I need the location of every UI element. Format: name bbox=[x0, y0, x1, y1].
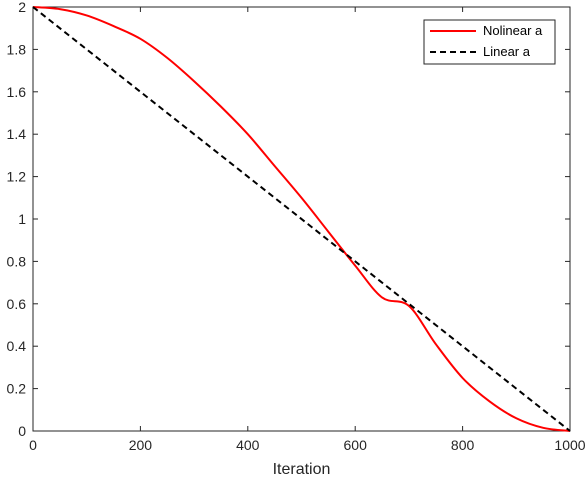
legend-label-linear: Linear a bbox=[483, 44, 531, 59]
y-tick-label: 1.6 bbox=[7, 84, 27, 100]
legend-label-nolinear: Nolinear a bbox=[483, 23, 543, 38]
x-tick-label: 800 bbox=[451, 437, 475, 453]
legend: Nolinear a Linear a bbox=[423, 19, 556, 65]
y-tick-label: 0.4 bbox=[7, 338, 27, 354]
x-tick-label: 600 bbox=[344, 437, 368, 453]
x-tick-label: 1000 bbox=[554, 437, 585, 453]
y-tick-label: 0 bbox=[18, 423, 26, 439]
x-tick-label: 400 bbox=[236, 437, 260, 453]
y-tick-label: 0.2 bbox=[7, 381, 27, 397]
y-tick-label: 1.4 bbox=[7, 126, 27, 142]
legend-box bbox=[423, 19, 556, 65]
x-tick-label: 200 bbox=[129, 437, 153, 453]
series-lines bbox=[32, 6, 571, 432]
y-tick-label: 1.8 bbox=[7, 41, 27, 57]
axis-ticks: 0 200 400 600 800 1000 0 0.2 0.4 0.6 0.8 1 1.2 1.4 1.6… bbox=[7, 0, 586, 453]
series-line-nolinear bbox=[32, 6, 571, 432]
y-tick-label: 2 bbox=[18, 0, 26, 15]
y-tick-label: 0.8 bbox=[7, 253, 27, 269]
x-axis-label: Iteration bbox=[273, 461, 331, 478]
y-tick-label: 0.6 bbox=[7, 296, 27, 312]
y-tick-label: 1.2 bbox=[7, 169, 27, 185]
series-line-linear bbox=[32, 6, 571, 432]
x-tick-label: 0 bbox=[29, 437, 37, 453]
y-tick-label: 1 bbox=[18, 211, 26, 227]
